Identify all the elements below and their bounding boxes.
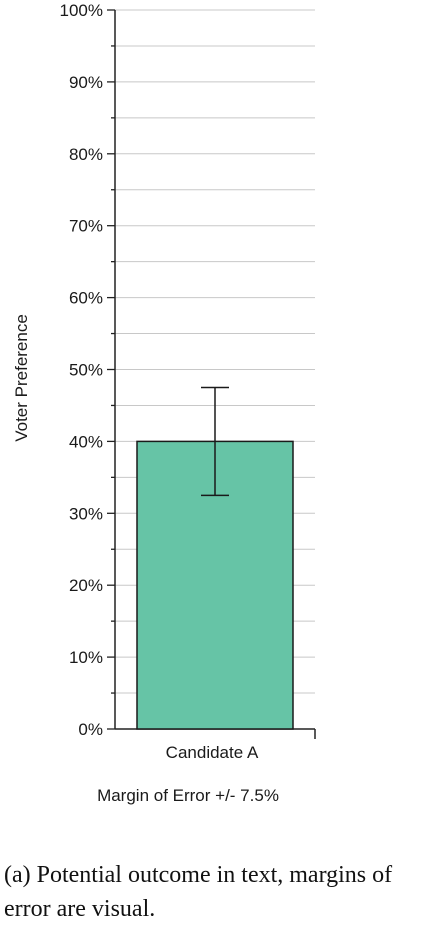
- y-tick-label: 40%: [69, 432, 103, 451]
- y-tick-label: 30%: [69, 504, 103, 523]
- y-ticks: 0% 10% 20% 30% 40% 50% 60% 70% 80% 90% 100%: [60, 1, 115, 739]
- figure-caption: (a) Potential outcome in text, margins o…: [4, 862, 393, 922]
- y-tick-label: 90%: [69, 73, 103, 92]
- y-tick-label: 100%: [60, 1, 103, 20]
- x-axis-title: Margin of Error +/- 7.5%: [97, 786, 279, 805]
- y-tick-label: 60%: [69, 289, 103, 308]
- y-tick-label: 50%: [69, 361, 103, 380]
- y-tick-label: 70%: [69, 217, 103, 236]
- x-ticks: Candidate A: [166, 743, 259, 762]
- x-tick-label: Candidate A: [166, 743, 259, 762]
- y-tick-label: 80%: [69, 145, 103, 164]
- y-axis-title: Voter Preference: [12, 314, 31, 442]
- y-tick-label: 20%: [69, 576, 103, 595]
- error-bars: [201, 386, 229, 497]
- y-tick-label: 0%: [78, 720, 103, 739]
- y-tick-label: 10%: [69, 648, 103, 667]
- bar-chart: 0% 10% 20% 30% 40% 50% 60% 70% 80% 90% 100% Candid…: [12, 1, 316, 805]
